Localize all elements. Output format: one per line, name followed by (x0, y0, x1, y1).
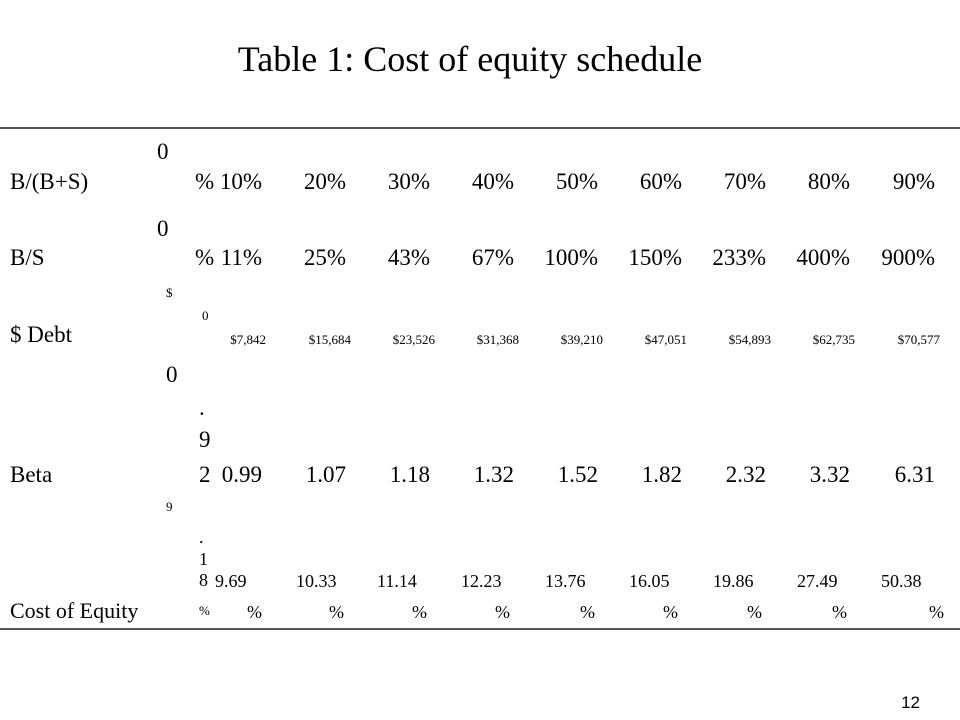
table-cell-unit: % (495, 602, 510, 622)
table-cell: 50% (555, 169, 598, 194)
table-cell: 900% (881, 245, 935, 270)
row-stub-lead: 2 (199, 462, 211, 487)
table-cell: 16.05 (629, 571, 670, 591)
table-cell: 10% (219, 169, 262, 194)
table-cell: 0.99 (221, 462, 262, 487)
row-stub-top: $ (166, 285, 173, 300)
table-cell: $47,051 (644, 332, 687, 347)
table-cell: 40% (471, 169, 514, 194)
table-cell: 1.52 (557, 462, 598, 487)
table-cell: 400% (796, 245, 850, 270)
table-cell: 60% (639, 169, 682, 194)
table-top-rule (0, 127, 960, 129)
table-cell: 6.31 (894, 462, 935, 487)
table-cell: 50.38 (881, 571, 922, 591)
row-stub-bottom: % (199, 603, 210, 618)
table-cell: 12.23 (461, 571, 502, 591)
table-cell: 1.18 (389, 462, 430, 487)
table-cell: 30% (387, 169, 430, 194)
row-stub-stack: 1 (199, 549, 208, 569)
row-stub-bottom: % (195, 245, 215, 270)
table-cell: 233% (712, 245, 766, 270)
table-cell: 13.76 (545, 571, 586, 591)
page-title: Table 1: Cost of equity schedule (237, 39, 703, 79)
row-stub-top: 0 (157, 139, 169, 164)
row-stub-stack: . (199, 527, 204, 547)
table-cell-unit: % (412, 602, 427, 622)
row-label: B/S (10, 245, 45, 270)
row-stub-top: 9 (166, 499, 173, 514)
table-cell: 1.07 (305, 462, 346, 487)
row-stub-stack: 8 (199, 570, 208, 590)
table-bottom-rule (0, 628, 960, 630)
table-cell: 80% (807, 169, 850, 194)
row-label: Beta (10, 462, 53, 487)
table-cell: 25% (303, 245, 346, 270)
row-stub-stack: . (199, 395, 205, 420)
table-cell: 1.82 (641, 462, 682, 487)
row-stub-bottom: % (195, 169, 215, 194)
row-label: $ Debt (10, 322, 72, 347)
table-cell-unit: % (747, 602, 762, 622)
table-cell: 90% (892, 169, 935, 194)
table-cell-unit: % (247, 602, 262, 622)
row-stub-stack: 9 (199, 427, 211, 452)
row-stub-top: 0 (157, 216, 169, 241)
table-cell: 100% (544, 245, 598, 270)
table-cell: $54,893 (728, 332, 771, 347)
table-cell: 11.14 (377, 571, 417, 591)
row-label: Cost of Equity (10, 598, 139, 623)
table-cell-unit: % (663, 602, 678, 622)
row-label: B/(B+S) (10, 169, 89, 194)
table-cell: 27.49 (797, 571, 838, 591)
table-cell: $23,526 (392, 332, 435, 347)
table-cell: 10.33 (296, 571, 337, 591)
table-cell-unit: % (929, 602, 944, 622)
table-cell: 150% (628, 245, 682, 270)
table-cell: $39,210 (560, 332, 603, 347)
table-cell: 43% (387, 245, 430, 270)
table-cell: 2.32 (725, 462, 766, 487)
table-cell: 20% (303, 169, 346, 194)
table-cell-unit: % (580, 602, 595, 622)
table-cell: $70,577 (897, 332, 940, 347)
table-cell: $15,684 (308, 332, 351, 347)
table-cell: 3.32 (809, 462, 850, 487)
table-cell: $62,735 (812, 332, 855, 347)
table-cell: 11% (220, 245, 262, 270)
table-cell-unit: % (832, 602, 847, 622)
row-stub-top: 0 (166, 362, 178, 387)
table-cell: $7,842 (230, 332, 266, 347)
table-cell: 67% (471, 245, 514, 270)
table-cell: $31,368 (476, 332, 519, 347)
table-cell: 70% (723, 169, 766, 194)
table-cell: 19.86 (713, 571, 754, 591)
page-number: 12 (901, 693, 920, 712)
table-cell: 1.32 (473, 462, 514, 487)
row-stub-mid: 0 (202, 308, 209, 323)
table-cell: 9.69 (215, 571, 247, 591)
table-cell-unit: % (329, 602, 344, 622)
